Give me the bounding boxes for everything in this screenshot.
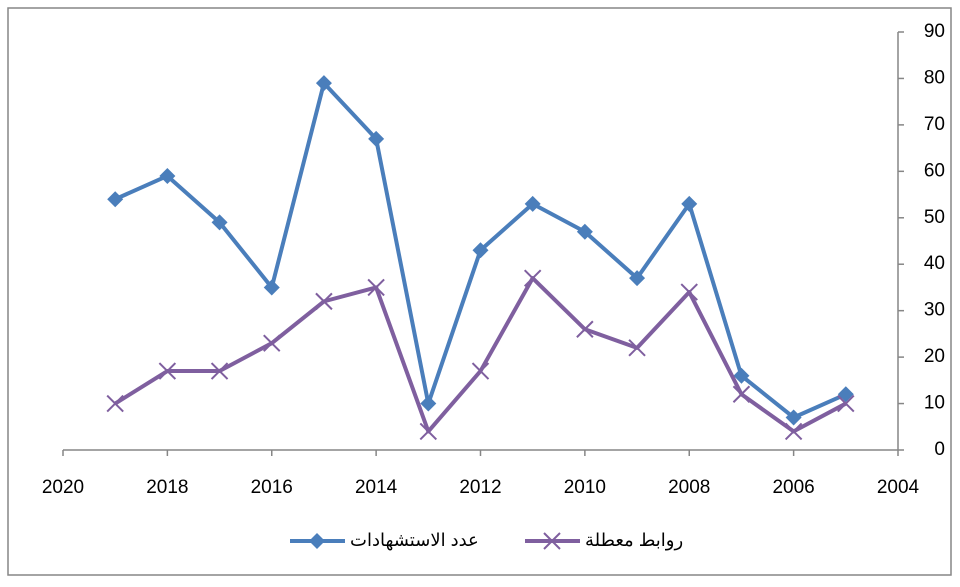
point <box>315 75 332 92</box>
y-tick-label: 30 <box>924 300 945 321</box>
x-tick-label: 2016 <box>251 477 293 498</box>
x-tick-label: 2006 <box>772 477 814 498</box>
y-tick-label: 60 <box>924 160 945 181</box>
legend-label: عدد الاستشهادات <box>350 530 479 551</box>
point <box>368 130 385 147</box>
point <box>733 367 750 384</box>
point <box>472 242 489 259</box>
point <box>419 422 438 441</box>
point <box>107 191 124 208</box>
point <box>315 292 333 311</box>
y-tick-label: 10 <box>924 393 945 414</box>
point <box>158 362 177 380</box>
point <box>263 334 281 352</box>
point <box>524 195 541 212</box>
point <box>628 339 646 357</box>
point <box>576 223 593 240</box>
chart-frame <box>7 7 952 576</box>
point <box>263 279 280 296</box>
point <box>420 395 437 412</box>
x-tick-label: 2020 <box>42 477 84 498</box>
point <box>681 195 698 212</box>
x-tick-label: 2004 <box>877 477 920 498</box>
point <box>680 283 698 301</box>
y-tick-label: 20 <box>924 346 945 367</box>
point <box>732 385 751 403</box>
point <box>471 362 490 380</box>
y-tick-label: 70 <box>924 114 945 135</box>
point <box>367 278 385 297</box>
point <box>523 269 542 287</box>
x-tick-label: 2014 <box>355 477 398 498</box>
point <box>576 320 594 338</box>
y-tick-label: 50 <box>924 207 945 228</box>
y-tick-label: 90 <box>924 21 945 42</box>
point <box>784 422 803 441</box>
x-tick-label: 2018 <box>146 477 188 498</box>
point <box>210 362 229 380</box>
legend-label: روابط معطلة <box>585 530 683 551</box>
y-tick-label: 0 <box>934 439 945 460</box>
y-tick-label: 40 <box>924 253 945 274</box>
legend-marker <box>309 533 325 549</box>
point <box>106 394 124 413</box>
point <box>211 214 228 231</box>
y-tick-label: 80 <box>924 67 945 88</box>
legend-marker <box>543 532 561 550</box>
x-tick-label: 2008 <box>668 477 710 498</box>
x-tick-label: 2010 <box>564 477 606 498</box>
point <box>785 409 802 426</box>
point <box>159 167 176 184</box>
point <box>837 394 855 413</box>
x-tick-label: 2012 <box>459 477 501 498</box>
point <box>629 270 646 287</box>
